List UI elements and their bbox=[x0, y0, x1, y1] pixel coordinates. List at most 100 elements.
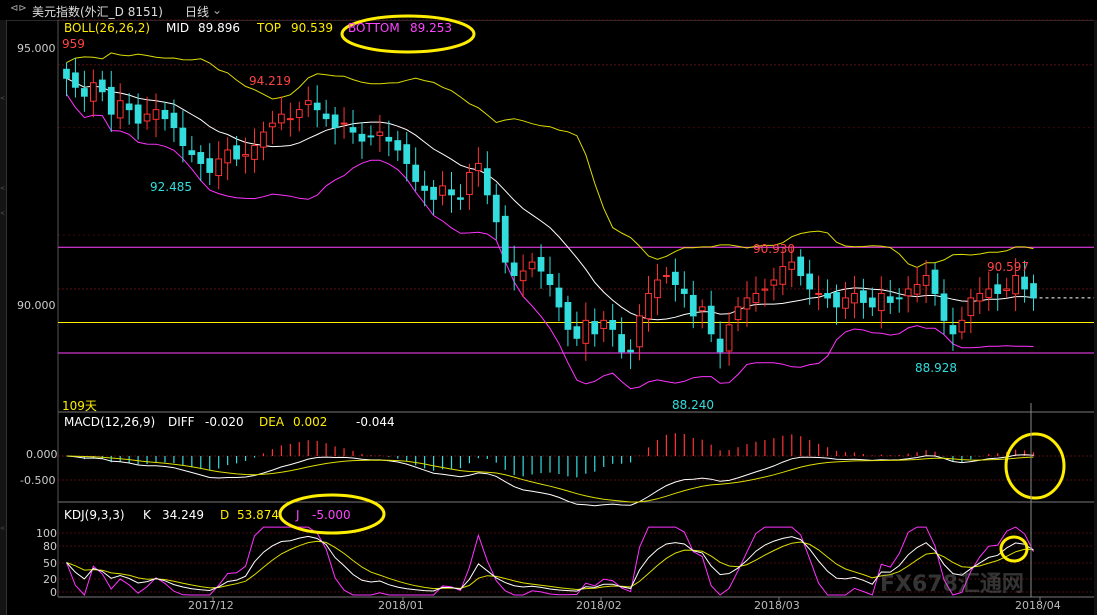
candle-body bbox=[98, 79, 106, 93]
date-label-jan: 2018/01 bbox=[378, 599, 424, 612]
candle-body bbox=[734, 306, 742, 321]
candle-body bbox=[931, 269, 939, 294]
boll-bottom-value: 89.253 bbox=[410, 21, 452, 35]
candle-body bbox=[313, 102, 321, 111]
candle-body bbox=[922, 275, 930, 286]
highlight-ellipse-j bbox=[278, 493, 386, 535]
candle-body bbox=[967, 297, 975, 317]
days-counter: 109天 bbox=[62, 399, 97, 413]
period-selector[interactable]: 日线 bbox=[185, 5, 210, 19]
candle-body bbox=[671, 271, 679, 285]
highlight-ellipse-macd bbox=[1004, 432, 1066, 500]
candle-body bbox=[72, 72, 79, 88]
candle-body bbox=[994, 284, 1002, 294]
candle-body bbox=[179, 127, 187, 147]
candle-body bbox=[573, 326, 581, 339]
candle-body bbox=[707, 305, 715, 335]
candle-body bbox=[152, 109, 160, 120]
candlestick-series bbox=[63, 57, 1037, 370]
candle-body bbox=[725, 324, 733, 352]
candle-body bbox=[591, 321, 599, 335]
candle-body bbox=[654, 279, 661, 299]
candle-body bbox=[877, 292, 885, 312]
candle-body bbox=[242, 153, 249, 157]
macd-panel bbox=[66, 433, 1035, 507]
candle-body bbox=[519, 270, 527, 282]
annotation-959: 959 bbox=[62, 37, 85, 51]
kdj-d-label: D bbox=[220, 508, 230, 522]
candle-body bbox=[304, 100, 312, 106]
candle-body bbox=[394, 140, 402, 151]
candle-body bbox=[260, 131, 267, 148]
highlight-marks bbox=[278, 14, 1066, 597]
kdj-k-label: K bbox=[143, 508, 151, 522]
boll-top-value: 90.539 bbox=[291, 21, 333, 35]
candle-body bbox=[985, 288, 993, 298]
window-icon[interactable]: ⊲⊳ bbox=[10, 3, 27, 14]
candle-body bbox=[188, 150, 196, 155]
watermark-logo: FX678汇通网 bbox=[880, 572, 1024, 597]
macd-dea-value: 0.002 bbox=[293, 415, 328, 429]
instrument-title: 美元指数(外汇_D 8151) bbox=[32, 5, 163, 19]
candle-body bbox=[421, 185, 429, 191]
macd-name[interactable]: MACD(12,26,9) bbox=[64, 415, 156, 429]
candle-body bbox=[376, 131, 384, 137]
kdj-axis-100: 100 bbox=[36, 527, 57, 540]
collapse-arrow-icon[interactable]: < bbox=[0, 185, 6, 192]
right-scroll-edge[interactable] bbox=[1094, 20, 1097, 615]
title-bar: ⊲⊳ 美元指数(外汇_D 8151) 日线 ⌄ bbox=[0, 0, 1097, 21]
highlight-ellipse-bottom bbox=[340, 14, 476, 54]
candle-body bbox=[528, 261, 536, 270]
kdj-name[interactable]: KDJ(9,3,3) bbox=[64, 508, 125, 522]
candle-body bbox=[958, 319, 966, 333]
candle-body bbox=[842, 297, 849, 309]
kdj-j-label: J bbox=[296, 508, 300, 522]
macd-axis-neg: -0.500 bbox=[20, 474, 56, 487]
kdj-panel bbox=[66, 526, 1034, 596]
candle-body bbox=[546, 273, 554, 285]
candle-body bbox=[913, 283, 921, 295]
macd-dea-line bbox=[66, 455, 1034, 503]
candle-body bbox=[555, 287, 563, 308]
candle-body bbox=[143, 113, 151, 122]
candle-body bbox=[582, 319, 590, 344]
left-toolbar[interactable]: < < < < bbox=[0, 20, 7, 615]
annotation-high-94219: 94.219 bbox=[249, 74, 291, 88]
candle-body bbox=[170, 112, 178, 129]
candle-body bbox=[716, 338, 724, 353]
kdj-axis-0: 0 bbox=[50, 586, 57, 599]
annotation-low-88928: 88.928 bbox=[915, 361, 957, 375]
date-label-feb: 2018/02 bbox=[576, 599, 622, 612]
collapse-arrow-icon[interactable]: < bbox=[0, 210, 6, 217]
price-axis-95: 95.000 bbox=[17, 42, 56, 55]
boll-top-line bbox=[66, 52, 1034, 269]
annotation-high-90597: 90.597 bbox=[987, 260, 1029, 274]
collapse-arrow-icon[interactable]: < bbox=[0, 525, 6, 532]
candle-body bbox=[125, 103, 133, 111]
boll-name[interactable]: BOLL(26,26,2) bbox=[64, 21, 151, 35]
candle-body bbox=[770, 279, 778, 286]
date-label-dec: 2017/12 bbox=[188, 599, 234, 612]
candle-body bbox=[761, 288, 769, 291]
bollinger-bands bbox=[66, 52, 1034, 390]
candle-body bbox=[1030, 283, 1037, 299]
annotation-low-88240: 88.240 bbox=[672, 398, 714, 412]
chevron-down-icon[interactable]: ⌄ bbox=[212, 3, 223, 17]
candle-body bbox=[788, 261, 796, 270]
candle-body bbox=[367, 135, 375, 138]
candle-body bbox=[537, 257, 545, 272]
kdj-axis-80: 80 bbox=[43, 540, 57, 553]
annotation-high-90930: 90.930 bbox=[753, 242, 795, 256]
candle-body bbox=[698, 306, 706, 312]
candle-body bbox=[286, 118, 294, 121]
candle-body bbox=[439, 185, 446, 196]
candle-body bbox=[833, 292, 840, 308]
collapse-arrow-icon[interactable]: < bbox=[0, 95, 6, 102]
price-axis-90: 90.000 bbox=[17, 299, 56, 312]
candle-body bbox=[663, 275, 670, 278]
boll-bottom-line bbox=[66, 93, 1034, 390]
candle-body bbox=[564, 302, 572, 330]
candle-body bbox=[1003, 288, 1011, 292]
candle-body bbox=[161, 109, 169, 120]
